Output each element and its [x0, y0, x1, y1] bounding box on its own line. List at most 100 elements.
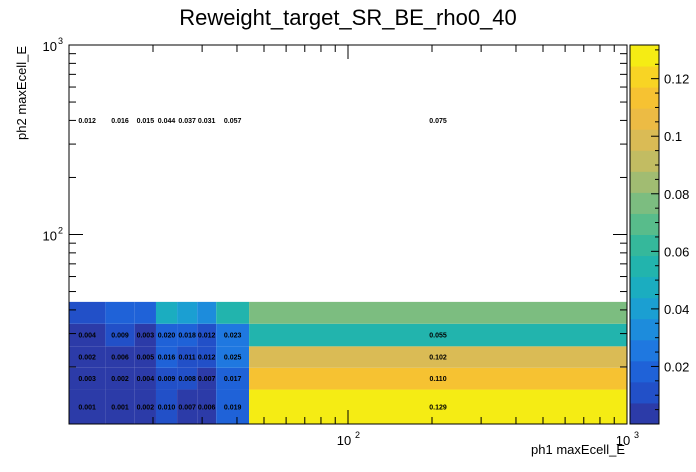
x-axis-ticks: 10 2 10 3: [68, 45, 639, 448]
heatmap-cell: [105, 301, 135, 324]
cell-value-label: 0.129: [429, 404, 447, 411]
color-scale-segment: [630, 402, 659, 425]
heatmap-cell: [216, 323, 250, 347]
cell-value-label: 0.015: [137, 118, 155, 125]
color-scale-segment: [630, 45, 659, 67]
color-scale-tick-label: 0.06: [664, 244, 689, 259]
cell-value-label: 0.006: [198, 404, 216, 411]
heatmap-cell: [105, 323, 135, 347]
color-scale-segment: [630, 360, 659, 383]
cell-value-label: 0.005: [137, 355, 155, 362]
color-scale-tick-label: 0.1: [664, 129, 682, 144]
color-scale-tick-label: 0.02: [664, 359, 689, 374]
x-tick-label: 10: [337, 433, 351, 448]
color-scale-segment: [630, 192, 659, 214]
cell-value-label: 0.017: [224, 376, 242, 383]
heatmap-cell: [177, 301, 198, 324]
x-axis-label: ph1 maxEcell_E: [531, 442, 625, 457]
cell-value-label: 0.008: [178, 376, 196, 383]
heatmap-cells: [69, 301, 627, 424]
color-scale-segment: [630, 276, 659, 299]
color-scale-tick-label: 0.04: [664, 302, 689, 317]
cell-value-label: 0.012: [198, 333, 216, 340]
y-tick-exponent: 3: [58, 36, 63, 46]
heatmap-cell: [249, 389, 627, 424]
heatmap-cell: [177, 389, 198, 424]
heatmap-cell: [216, 367, 250, 390]
color-scale-segment: [630, 318, 659, 341]
cell-value-label: 0.007: [178, 404, 196, 411]
heatmap-cell: [216, 389, 250, 424]
cell-value-label: 0.004: [78, 333, 96, 340]
cell-value-label: 0.018: [178, 333, 196, 340]
color-scale-segment: [630, 297, 659, 320]
heatmap-cell: [69, 367, 106, 390]
cell-value-label: 0.055: [429, 333, 447, 340]
heatmap-cell: [69, 346, 106, 368]
heatmap-cell: [69, 323, 106, 347]
color-scale-segment: [630, 66, 659, 88]
y-axis-label: ph2 maxEcell_E: [14, 46, 29, 140]
heatmap-cell: [249, 301, 627, 324]
heatmap-cell: [134, 301, 156, 324]
heatmap-cell: [69, 301, 106, 324]
cell-value-label: 0.001: [111, 404, 129, 411]
cell-value-label: 0.075: [429, 118, 447, 125]
color-scale-segment: [630, 87, 659, 109]
color-scale-tick-label: 0.12: [664, 72, 689, 87]
heatmap-cell: [197, 367, 217, 390]
cell-value-label: 0.031: [198, 118, 216, 125]
cell-value-label: 0.009: [111, 333, 129, 340]
heatmap-cell: [197, 301, 217, 324]
x-tick-exponent: 2: [355, 430, 360, 440]
x-tick-exponent: 3: [634, 430, 639, 440]
heatmap-cell: [177, 346, 198, 368]
heatmap-cell: [155, 367, 178, 390]
y-tick-exponent: 2: [58, 226, 63, 236]
color-scale-segment: [630, 171, 659, 193]
x-tick-label: 10: [616, 433, 630, 448]
cell-value-label: 0.012: [78, 118, 96, 125]
cell-value-label: 0.012: [198, 355, 216, 362]
heatmap-cell: [69, 389, 106, 424]
cell-value-label: 0.023: [224, 333, 242, 340]
heatmap-cell: [105, 367, 135, 390]
cell-value-label: 0.001: [78, 404, 96, 411]
cell-value-label: 0.003: [78, 376, 96, 383]
cell-value-label: 0.007: [198, 376, 216, 383]
cell-value-label: 0.009: [158, 376, 176, 383]
y-tick-label: 10: [43, 229, 57, 244]
color-scale-segment: [630, 213, 659, 235]
heatmap-cell: [197, 389, 217, 424]
cell-value-label: 0.019: [224, 404, 242, 411]
heatmap-cell: [216, 301, 250, 324]
heatmap-cell-labels: 0.001 0.001 0.002 0.010 0.007 0.006 0.019 0.129…: [78, 118, 446, 411]
color-scale-bar: [629, 44, 660, 425]
cell-value-label: 0.006: [111, 355, 129, 362]
heatmap-cell: [216, 346, 250, 368]
heatmap-cell: [177, 367, 198, 390]
cell-value-label: 0.002: [78, 355, 96, 362]
color-scale-frame: [629, 44, 660, 425]
heatmap-cell: [155, 301, 178, 324]
heatmap-cell: [134, 389, 156, 424]
cell-value-label: 0.004: [137, 376, 155, 383]
cell-value-label: 0.110: [429, 376, 446, 383]
cell-value-label: 0.044: [158, 118, 176, 125]
color-scale-segment: [630, 381, 659, 404]
color-scale-ticks: 0.02 0.04 0.06 0.08 0.1 0.12: [651, 49, 689, 411]
cell-value-label: 0.057: [224, 118, 242, 125]
heatmap-cell: [134, 367, 156, 390]
heatmap-cell: [249, 367, 627, 390]
heatmap-cell: [249, 346, 627, 368]
heatmap-cell: [134, 346, 156, 368]
color-scale-segment: [630, 129, 659, 151]
heatmap-cell: [134, 323, 156, 347]
y-tick-label: 10: [43, 39, 57, 54]
heatmap-cell: [197, 346, 217, 368]
color-scale-segment: [630, 339, 659, 362]
heatmap-cell: [177, 323, 198, 347]
heatmap-cell: [155, 389, 178, 424]
